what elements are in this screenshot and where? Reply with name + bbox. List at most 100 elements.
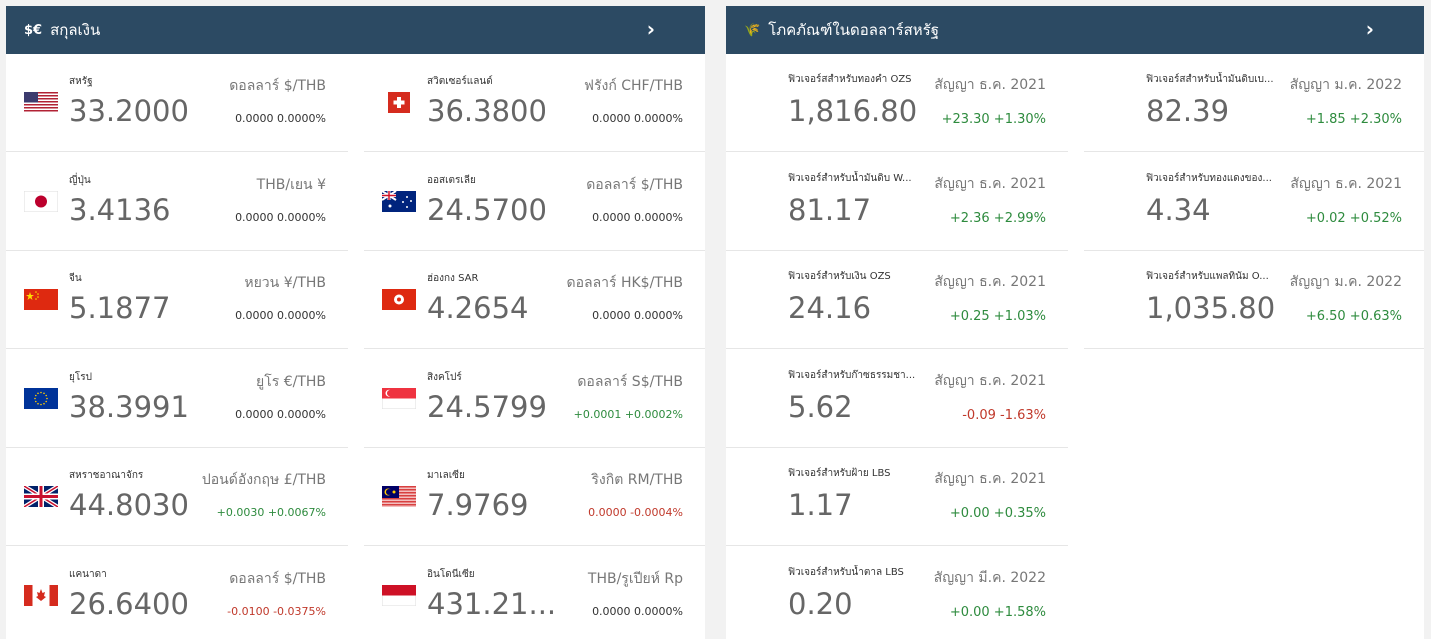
currency-country: สหรัฐ [69,76,93,87]
commodity-title: โภคภัณฑ์ในดอลลาร์สหรัฐ [768,21,939,39]
currency-change: +0.0001 +0.0002% [573,407,683,421]
currency-pair: ฟรังก์ CHF/THB [584,78,683,94]
currency-country: จีน [69,273,82,284]
commodity-card[interactable]: ฟิวเจอร์สำหรับน้ำมันดิบ W... สัญญา ธ.ค. … [726,152,1068,251]
currency-card[interactable]: ออสเตรเลีย ดอลลาร์ $/THB 24.5700 0.0000 … [364,152,705,251]
commodity-contract: สัญญา มี.ค. 2022 [933,569,1046,586]
currency-change: 0.0000 0.0000% [592,604,683,618]
currency-pair: ดอลลาร์ $/THB [229,570,326,587]
currency-pair: ดอลลาร์ HK$/THB [566,275,683,291]
commodity-contract: สัญญา ธ.ค. 2021 [934,471,1046,487]
commodity-contract: สัญญา ธ.ค. 2021 [934,274,1046,290]
currency-price: 4.2654 [427,291,529,325]
currency-card[interactable]: แคนาดา ดอลลาร์ $/THB 26.6400 -0.0100 -0.… [6,546,348,639]
commodity-price: 1,816.80 [788,94,918,128]
currency-card[interactable]: สหราชอาณาจักร ปอนด์อังกฤษ £/THB 44.8030 … [6,448,348,546]
commodity-change: -0.09 -1.63% [962,407,1046,423]
commodity-change: +23.30 +1.30% [941,112,1046,127]
currency-card[interactable]: สหรัฐ ดอลลาร์ $/THB 33.2000 0.0000 0.000… [6,54,348,152]
currency-country: สิงคโปร์ [427,371,462,383]
au-flag-icon [382,190,416,212]
currency-card[interactable]: ฮ่องกง SAR ดอลลาร์ HK$/THB 4.2654 0.0000… [364,251,705,349]
commodity-name: ฟิวเจอร์สำหรับน้ำมันดิบ W... [788,172,912,184]
currency-pair: หยวน ¥/THB [244,275,326,291]
chevron-right-icon[interactable]: › [1365,17,1374,41]
currency-card[interactable]: อินโดนีเซีย THB/รูเปียห์ Rp 431.21... 0.… [364,546,705,639]
commodity-change: +0.02 +0.52% [1305,210,1402,226]
currency-card[interactable]: จีน หยวน ¥/THB 5.1877 0.0000 0.0000% [6,251,348,349]
currency-pair: ริงกิต RM/THB [591,472,683,488]
currency-pair: THB/รูเปียห์ Rp [587,570,683,587]
currency-price: 3.4136 [69,192,171,227]
commodity-card[interactable]: ฟิวเจอร์สสำหรับน้ำมันดิบเบ... สัญญา ม.ค.… [1084,54,1424,152]
currency-price: 431.21... [427,586,557,621]
commodity-contract: สัญญา ม.ค. 2022 [1289,274,1402,290]
currency-change: 0.0000 0.0000% [592,309,683,322]
currency-card[interactable]: สวิตเซอร์แลนด์ ฟรังก์ CHF/THB 36.3800 0.… [364,54,705,152]
cn-flag-icon [24,289,58,310]
currency-pair: ยูโร €/THB [256,373,326,390]
commodity-name: ฟิวเจอร์สำหรับก๊าซธรรมชา... [788,369,916,381]
commodity-card[interactable]: ฟิวเจอร์สำหรับเงิน OZS สัญญา ธ.ค. 2021 2… [726,251,1068,349]
currency-card[interactable]: สิงคโปร์ ดอลลาร์ S$/THB 24.5799 +0.0001 … [364,349,705,448]
currency-card[interactable]: ยุโรป ยูโร €/THB 38.3991 0.0000 0.0000% [6,349,348,448]
currency-change: 0.0000 0.0000% [235,112,326,125]
commodity-header[interactable]: 🌾 โภคภัณฑ์ในดอลลาร์สหรัฐ › [726,6,1424,54]
currency-price: 33.2000 [69,94,189,128]
my-flag-icon [382,486,416,507]
currency-price: 44.8030 [69,488,189,522]
currency-change: 0.0000 -0.0004% [588,506,683,519]
commodity-card[interactable]: ฟิวเจอร์สำหรับก๊าซธรรมชา... สัญญา ธ.ค. 2… [726,349,1068,448]
commodity-change: +6.50 +0.63% [1305,309,1402,324]
commodity-change: +0.25 +1.03% [949,309,1046,324]
commodity-contract: สัญญา ม.ค. 2022 [1289,77,1402,93]
commodity-card[interactable]: ฟิวเจอร์สำหรับทองแดงของ... สัญญา ธ.ค. 20… [1084,152,1424,251]
currency-pair: ปอนด์อังกฤษ £/THB [201,472,326,488]
sg-flag-icon [382,387,416,409]
commodity-price: 24.16 [788,291,872,325]
currency-country: มาเลเซีย [427,470,465,481]
currency-price: 7.9769 [427,488,529,522]
commodity-price: 81.17 [788,192,872,227]
chevron-right-icon[interactable]: › [646,17,655,41]
commodity-card[interactable]: ฟิวเจอร์สำหรับฝ้าย LBS สัญญา ธ.ค. 2021 1… [726,448,1068,546]
commodity-change: +0.00 +1.58% [949,604,1046,620]
currency-country: ยุโรป [69,371,92,383]
hk-flag-icon [382,289,416,310]
currency-pair: THB/เยน ¥ [256,176,326,193]
currency-card[interactable]: มาเลเซีย ริงกิต RM/THB 7.9769 0.0000 -0.… [364,448,705,546]
currency-change: 0.0000 0.0000% [235,407,326,421]
currency-pair: ดอลลาร์ $/THB [229,78,326,94]
commodity-card[interactable]: ฟิวเจอร์สำหรับแพลทินัม O... สัญญา ม.ค. 2… [1084,251,1424,349]
commodity-price: 4.34 [1146,192,1211,227]
currency-pair: ดอลลาร์ S$/THB [577,373,683,390]
currency-change: 0.0000 0.0000% [235,210,326,224]
currency-change: +0.0030 +0.0067% [216,506,326,519]
ca-flag-icon [24,584,58,606]
gb-flag-icon [24,486,58,507]
commodity-card[interactable]: ฟิวเจอร์สำหรับน้ำตาล LBS สัญญา มี.ค. 202… [726,546,1068,639]
currency-card[interactable]: ญี่ปุ่น THB/เยน ¥ 3.4136 0.0000 0.0000% [6,152,348,251]
commodity-change: +0.00 +0.35% [949,506,1046,521]
commodity-contract: สัญญา ธ.ค. 2021 [934,77,1046,93]
currency-price: 24.5799 [427,389,547,424]
currency-country: อินโดนีเซีย [427,568,475,580]
eu-flag-icon [24,387,58,409]
currency-country: ออสเตรเลีย [427,174,476,186]
currency-price: 24.5700 [427,192,547,227]
commodity-contract: สัญญา ธ.ค. 2021 [934,372,1046,389]
currency-country: ญี่ปุ่น [69,174,91,186]
commodity-card[interactable]: ฟิวเจอร์สสำหรับทองคำ OZS สัญญา ธ.ค. 2021… [726,54,1068,152]
currency-header[interactable]: $€ สกุลเงิน › [6,6,705,54]
currency-panel: $€ สกุลเงิน › สหรัฐ ดอลลาร์ $/THB 33.200… [6,6,705,639]
commodity-name: ฟิวเจอร์สำหรับทองแดงของ... [1146,172,1272,184]
wheat-icon: 🌾 [744,22,761,38]
commodity-contract: สัญญา ธ.ค. 2021 [934,175,1046,192]
currency-price: 36.3800 [427,94,547,128]
commodity-panel: 🌾 โภคภัณฑ์ในดอลลาร์สหรัฐ › ฟิวเจอร์สสำหร… [726,6,1424,639]
commodity-change: +1.85 +2.30% [1305,112,1402,127]
id-flag-icon [382,584,416,606]
currency-title: สกุลเงิน [50,21,101,39]
commodity-name: ฟิวเจอร์สำหรับฝ้าย LBS [788,468,891,479]
currency-change: 0.0000 0.0000% [592,112,683,125]
